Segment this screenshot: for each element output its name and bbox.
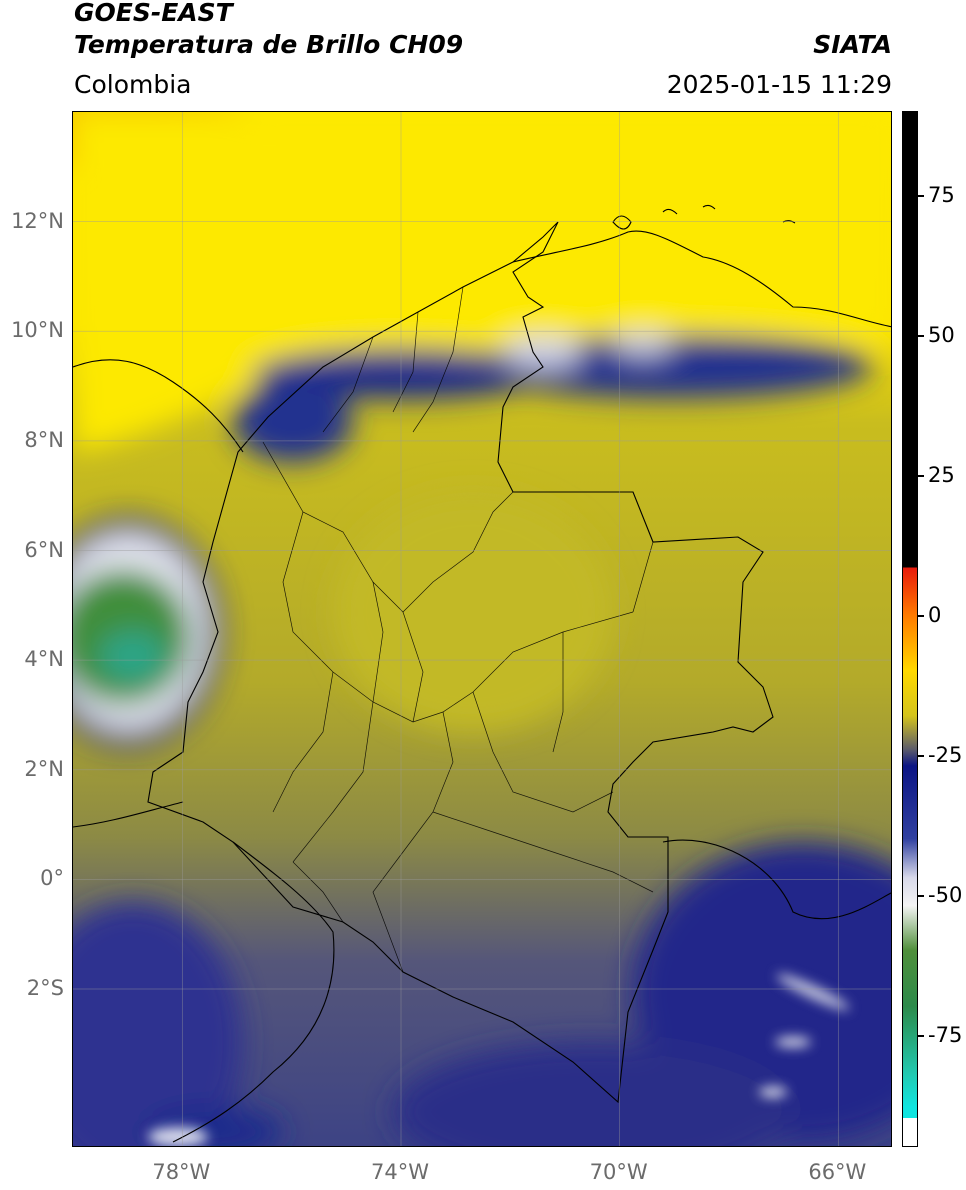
colorbar-label-75: 75 — [928, 183, 955, 207]
region-label: Colombia — [74, 70, 192, 99]
colorbar-tick — [918, 1035, 924, 1037]
lat-label-8n: 8°N — [24, 427, 64, 452]
lon-label-66w: 66°W — [808, 1160, 867, 1184]
dept-line-2 — [282, 511, 634, 723]
lat-label-2s: 2°S — [26, 976, 64, 1001]
product-title: Temperatura de Brillo CH09 — [74, 30, 464, 59]
storm-core-a — [503, 336, 583, 368]
brazil-line — [662, 839, 891, 920]
dept-line-7 — [432, 811, 654, 893]
colorbar-label-neg75: -75 — [928, 1023, 963, 1047]
colorbar-tick — [918, 195, 924, 197]
colorbar-tick — [918, 755, 924, 757]
lon-label-78w: 78°W — [152, 1160, 211, 1184]
graticule — [73, 112, 891, 1146]
dept-line-8 — [322, 286, 464, 433]
streak-2 — [775, 1037, 811, 1047]
dept-line-5 — [472, 691, 614, 813]
colombia-border — [147, 221, 774, 1104]
interior-patch — [333, 492, 613, 732]
streak-1 — [776, 974, 850, 1010]
lat-label-4n: 4°N — [24, 647, 64, 672]
dept-line-9 — [552, 541, 654, 753]
dept-line-10 — [292, 861, 344, 923]
colorbar-label-25: 25 — [928, 463, 955, 487]
colorbar-tick — [918, 615, 924, 617]
dept-line-6 — [372, 711, 454, 973]
satellite-map — [72, 111, 892, 1147]
storm-core-b — [613, 332, 673, 356]
colorbar-tick — [918, 895, 924, 897]
colorbar-label-50: 50 — [928, 323, 955, 347]
venezuela-coast — [512, 230, 891, 328]
lat-label-6n: 6°N — [24, 537, 64, 562]
lat-label-12n: 12°N — [11, 208, 64, 233]
departments — [262, 286, 654, 973]
lat-label-0: 0° — [40, 866, 64, 891]
south-west-core — [148, 1127, 208, 1146]
colorbar-label-neg50: -50 — [928, 883, 963, 907]
lat-label-10n: 10°N — [11, 318, 64, 343]
colorbar-tick — [918, 335, 924, 337]
panama-coast — [73, 359, 244, 453]
ecuador-peru — [73, 801, 335, 1143]
map-canvas — [73, 112, 891, 1146]
colorbar-label-0: 0 — [928, 603, 942, 627]
south-cold — [393, 1042, 793, 1146]
colorbar — [902, 111, 918, 1147]
timestamp-label: 2025-01-15 11:29 — [666, 70, 892, 99]
streak-3 — [759, 1087, 787, 1097]
colorbar-label-neg25: -25 — [928, 743, 963, 767]
south-west-cold — [73, 902, 243, 1146]
colorbar-tick — [918, 475, 924, 477]
cloud-field — [73, 112, 891, 1146]
dept-line-3 — [372, 581, 424, 723]
satellite-title: GOES-EAST — [74, 0, 233, 27]
brand-label: SIATA — [813, 30, 892, 59]
lon-label-74w: 74°W — [371, 1160, 429, 1184]
western-cell-core — [99, 631, 167, 683]
dept-line-4 — [272, 671, 374, 863]
lat-label-2n: 2°N — [24, 756, 64, 781]
lon-label-70w: 70°W — [589, 1160, 648, 1184]
borders — [73, 204, 891, 1143]
